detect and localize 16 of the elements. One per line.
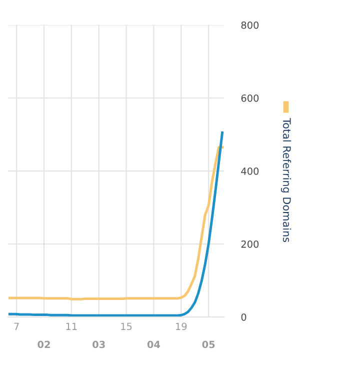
- x-tick-label: 02: [38, 340, 50, 348]
- x-tick-label: 04: [147, 340, 160, 348]
- x-tick-label: 11: [66, 322, 77, 330]
- x-tick-label: 05: [202, 340, 215, 348]
- line-series: [8, 131, 224, 317]
- y-tick-label: 0: [241, 313, 246, 321]
- line-series: [8, 146, 224, 300]
- legend-label: Total Referring Domains: [280, 118, 292, 242]
- y-tick-label: 400: [241, 167, 259, 175]
- x-tick-label: 03: [92, 340, 105, 348]
- x-tick-label: 7: [14, 322, 19, 330]
- y-tick-label: 800: [241, 21, 259, 29]
- y-tick-label: 200: [241, 240, 259, 248]
- x-tick-label: 15: [121, 322, 132, 330]
- x-tick-label: 19: [176, 322, 187, 330]
- y-tick-label: 600: [241, 94, 259, 102]
